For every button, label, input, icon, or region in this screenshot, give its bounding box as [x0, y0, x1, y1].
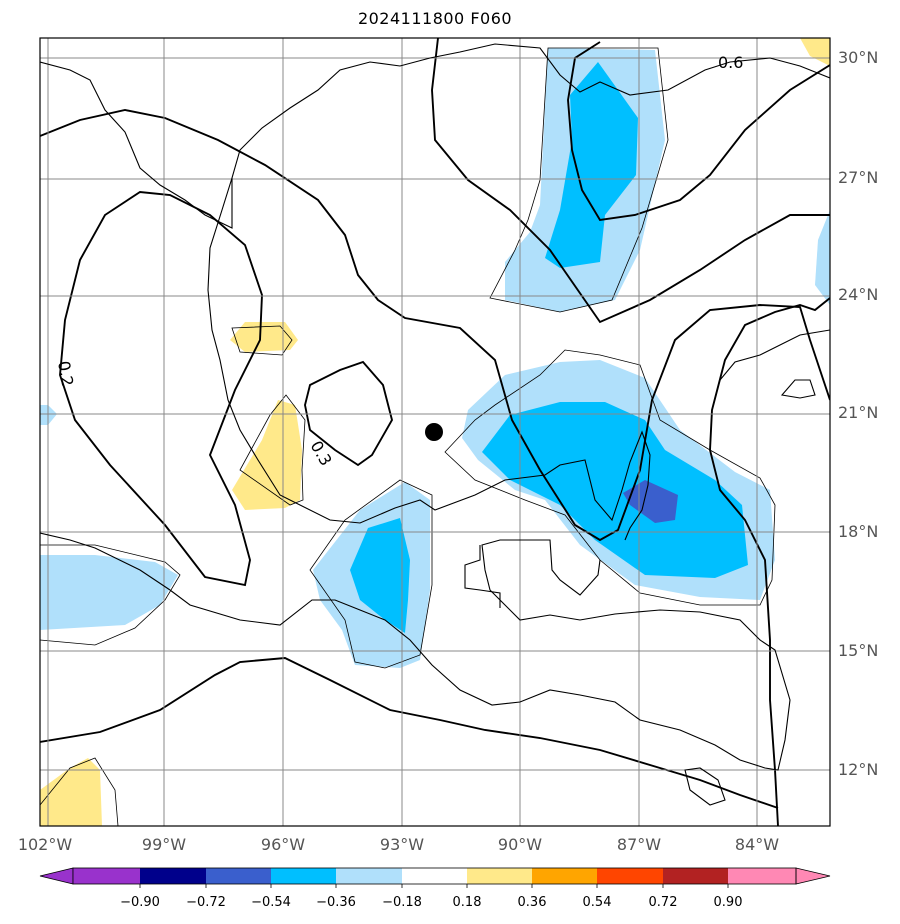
- map-title: 2024111800 F060: [357, 9, 513, 28]
- contour-label-06: 0.6: [718, 53, 743, 72]
- shade-ne-dark: [545, 62, 638, 268]
- colorbar-bin: [73, 868, 140, 884]
- shade-w-light: [40, 555, 178, 630]
- colorbar-tick-label: −0.90: [120, 895, 160, 910]
- contour-label-02: 0.2: [54, 359, 77, 387]
- lon-label: 84°W: [734, 835, 780, 854]
- lon-label: 87°W: [616, 835, 662, 854]
- lat-label: 12°N: [838, 760, 879, 779]
- storm-center-marker: [425, 423, 443, 441]
- colorbar: [39, 867, 831, 888]
- lat-label: 24°N: [838, 285, 879, 304]
- lat-label: 21°N: [838, 403, 879, 422]
- lon-label: 93°W: [379, 835, 425, 854]
- colorbar-extend-high: [795, 867, 831, 885]
- colorbar-tick-label: 0.90: [713, 895, 743, 910]
- shade-c-dark: [482, 402, 748, 578]
- coastlines: [40, 43, 830, 806]
- colorbar-bin: [271, 868, 336, 884]
- colorbar-tick-label: 0.54: [582, 895, 612, 910]
- colorbar-tick-label: 0.18: [452, 895, 482, 910]
- colorbar-bin: [206, 868, 271, 884]
- colorbar-tick-label: 0.36: [517, 895, 547, 910]
- lat-label: 30°N: [838, 48, 879, 67]
- lat-label: 27°N: [838, 168, 879, 187]
- lat-label: 15°N: [838, 641, 879, 660]
- map-content: [40, 38, 830, 826]
- shade-c-darker: [623, 480, 678, 523]
- colorbar-bin: [728, 868, 796, 884]
- shade-y1: [230, 322, 298, 352]
- lon-label: 96°W: [260, 835, 306, 854]
- contour-label-03: 0.3: [307, 438, 336, 470]
- shade-y4: [800, 38, 830, 66]
- lon-label: 99°W: [141, 835, 187, 854]
- shading-layer: [40, 38, 830, 826]
- colorbar-bin: [140, 868, 206, 884]
- colorbar-tick-label: −0.18: [382, 895, 422, 910]
- colorbar-extend-low: [39, 867, 74, 885]
- colorbar-bin: [597, 868, 663, 884]
- shade-s-dark: [350, 518, 410, 633]
- lon-label: 102°W: [17, 835, 73, 854]
- shade-y2: [232, 400, 302, 510]
- lon-label: 90°W: [497, 835, 543, 854]
- colorbar-tick-label: −0.54: [251, 895, 291, 910]
- colorbar-bin: [663, 868, 728, 884]
- colorbar-tick-label: −0.72: [186, 895, 226, 910]
- colorbar-bin: [532, 868, 597, 884]
- colorbar-bin: [402, 868, 467, 884]
- map-frame: [39, 37, 831, 827]
- thin-contours: [40, 47, 776, 826]
- shade-y3: [40, 758, 102, 826]
- graticule: [40, 38, 830, 826]
- shade-e-edge: [815, 210, 830, 305]
- colorbar-tick-label: −0.36: [316, 895, 356, 910]
- colorbar-tick-label: 0.72: [648, 895, 678, 910]
- colorbar-frame: [72, 867, 797, 885]
- colorbar-ticks: [139, 884, 729, 888]
- colorbar-bin: [336, 868, 402, 884]
- colorbar-bin: [467, 868, 532, 884]
- lat-label: 18°N: [838, 522, 879, 541]
